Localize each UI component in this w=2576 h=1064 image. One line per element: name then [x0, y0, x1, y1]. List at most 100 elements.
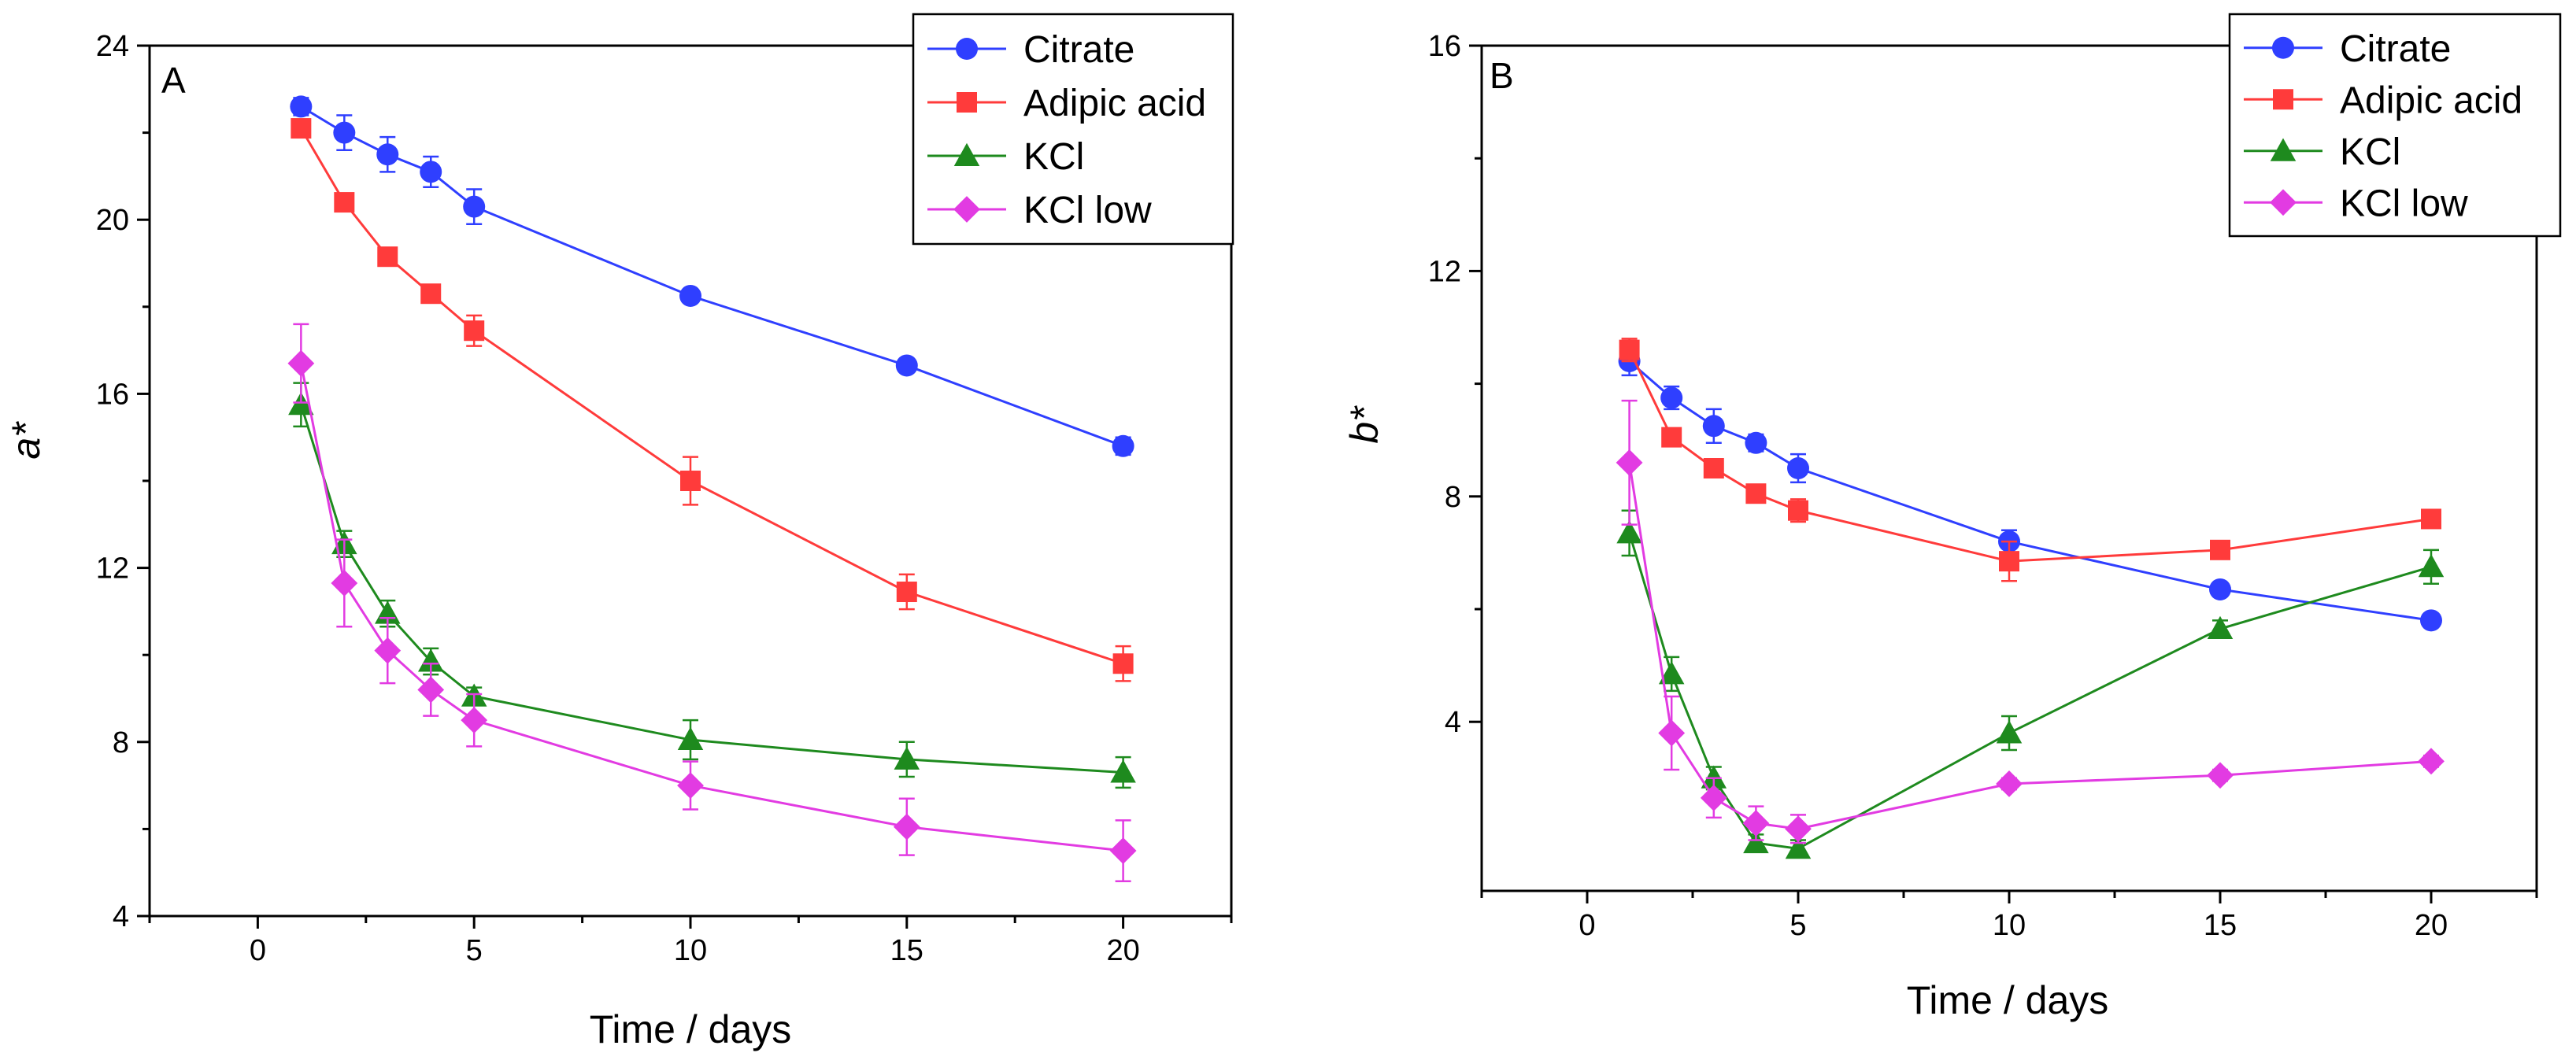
series-adipic-acid-b — [1619, 338, 2441, 582]
data-point-kcl — [1658, 661, 1685, 685]
data-point-kcl-low — [287, 349, 315, 377]
data-point-kcl-low — [331, 570, 358, 597]
legend-item-kcl-low: KCl low — [927, 190, 1152, 231]
x-tick-label-a: 10 — [674, 934, 707, 967]
x-tick-label-a: 15 — [890, 934, 923, 967]
panel-b: 0 5 10 15 20 4 8 12 16 B Time / days b* Citrate A… — [1342, 13, 2562, 1022]
data-point-kcl — [417, 648, 444, 672]
data-point-kcl-low — [1742, 810, 1770, 837]
data-point-kcl-low — [1785, 815, 1812, 843]
y-axis-title-b: b* — [1342, 405, 1386, 444]
data-point-citrate — [1112, 434, 1134, 457]
data-point-citrate — [290, 95, 313, 118]
legend-label-kcl: KCl — [1023, 136, 1084, 178]
y-tick-label-b: 4 — [1445, 706, 1461, 739]
series-kcl-low-a — [287, 323, 1137, 883]
data-point-kcl-low — [893, 813, 920, 840]
series-adipic-acid-a — [291, 118, 1134, 682]
data-point-kcl — [1785, 836, 1812, 859]
x-tick-label-a: 20 — [1106, 934, 1139, 967]
data-point-citrate — [2420, 609, 2442, 632]
series-line-kcl-low — [1628, 462, 2432, 830]
data-point-kcl-low — [1658, 719, 1686, 747]
panel-label-a: A — [161, 60, 186, 101]
legend-label-kcl: KCl — [2340, 131, 2400, 173]
legend-marker-kcl-low — [953, 196, 980, 223]
legend-item-citrate: Citrate — [2244, 28, 2451, 70]
legend-item-adipic-acid: Adipic acid — [927, 83, 1206, 124]
data-point-citrate — [679, 284, 701, 307]
data-point-citrate — [1702, 415, 1725, 438]
data-point-kcl — [1743, 829, 1769, 854]
data-point-adipic-acid — [1112, 653, 1134, 674]
y-tick-label-a: 12 — [96, 552, 129, 586]
y-tick-label-a: 16 — [96, 378, 129, 411]
y-tick-label-a: 8 — [113, 726, 129, 759]
data-point-citrate — [376, 143, 399, 166]
data-point-kcl-low — [1700, 784, 1727, 811]
data-point-kcl-low — [417, 676, 445, 704]
data-point-adipic-acid — [464, 320, 485, 342]
legend-label-adipic-acid: Adipic acid — [1023, 83, 1206, 124]
series-line-kcl — [1628, 532, 2432, 850]
y-tick-label-b: 16 — [1428, 30, 1461, 63]
panel-label-b: B — [1490, 55, 1514, 96]
data-point-citrate — [420, 161, 442, 183]
data-point-citrate — [1787, 457, 1809, 479]
legend-item-kcl: KCl — [2244, 131, 2400, 173]
legend-marker-adipic-acid — [957, 92, 977, 113]
data-point-citrate — [1660, 386, 1683, 409]
data-point-kcl — [677, 726, 704, 751]
data-point-kcl-low — [1616, 449, 1643, 476]
series-line-adipic-acid — [1628, 349, 2432, 563]
y-axis-title-a: a* — [4, 421, 48, 460]
y-tick-label-b: 12 — [1428, 255, 1461, 288]
data-point-citrate — [333, 121, 356, 144]
x-tick-label-b: 0 — [1579, 909, 1595, 942]
data-point-citrate — [895, 354, 918, 377]
data-point-kcl — [894, 746, 920, 770]
legend-label-adipic-acid: Adipic acid — [2340, 79, 2522, 121]
legend-label-kcl-low: KCl low — [2340, 183, 2468, 224]
data-point-adipic-acid — [2421, 508, 2441, 530]
legend-marker-kcl-low — [2270, 189, 2297, 216]
data-point-adipic-acid — [334, 192, 355, 213]
x-tick-label-b: 10 — [1993, 909, 2026, 942]
legend-marker-adipic-acid — [2273, 89, 2293, 110]
series-line-kcl-low — [299, 363, 1123, 852]
x-tick-label-b: 20 — [2415, 909, 2448, 942]
series-kcl-b — [1616, 509, 2445, 859]
x-axis-title-a: Time / days — [590, 1007, 792, 1051]
legend-label-citrate: Citrate — [2340, 28, 2451, 70]
data-point-citrate — [2209, 578, 2231, 600]
data-point-kcl — [1616, 520, 1642, 544]
data-point-adipic-acid — [1661, 427, 1682, 448]
y-tick-label-a: 4 — [113, 900, 129, 933]
series-kcl-a — [288, 382, 1136, 789]
data-point-kcl-low — [2207, 762, 2234, 789]
data-point-kcl — [1110, 759, 1136, 783]
data-point-adipic-acid — [896, 582, 917, 603]
data-point-kcl-low — [1109, 837, 1137, 864]
legend-item-citrate: Citrate — [927, 29, 1134, 71]
legend-item-kcl-low: KCl low — [2244, 183, 2468, 224]
data-point-kcl — [1701, 765, 1727, 789]
series-citrate-b — [1618, 345, 2442, 632]
series-kcl-low-b — [1616, 399, 2445, 844]
data-point-adipic-acid — [291, 118, 312, 139]
y-tick-label-a: 20 — [96, 204, 129, 237]
data-point-kcl-low — [677, 772, 704, 799]
data-point-adipic-acid — [377, 246, 398, 268]
legend-marker-kcl — [2270, 138, 2297, 161]
data-point-kcl-low — [461, 707, 488, 734]
data-point-kcl-low — [2418, 748, 2445, 775]
legend-label-kcl-low: KCl low — [1023, 190, 1152, 231]
data-point-adipic-acid — [1788, 500, 1808, 521]
data-point-kcl-low — [374, 637, 402, 664]
data-point-adipic-acid — [1703, 458, 1724, 478]
data-point-adipic-acid — [2210, 539, 2230, 560]
data-point-kcl-low — [1996, 770, 2023, 797]
data-point-adipic-acid — [1999, 551, 2019, 572]
x-tick-label-b: 15 — [2204, 909, 2237, 942]
